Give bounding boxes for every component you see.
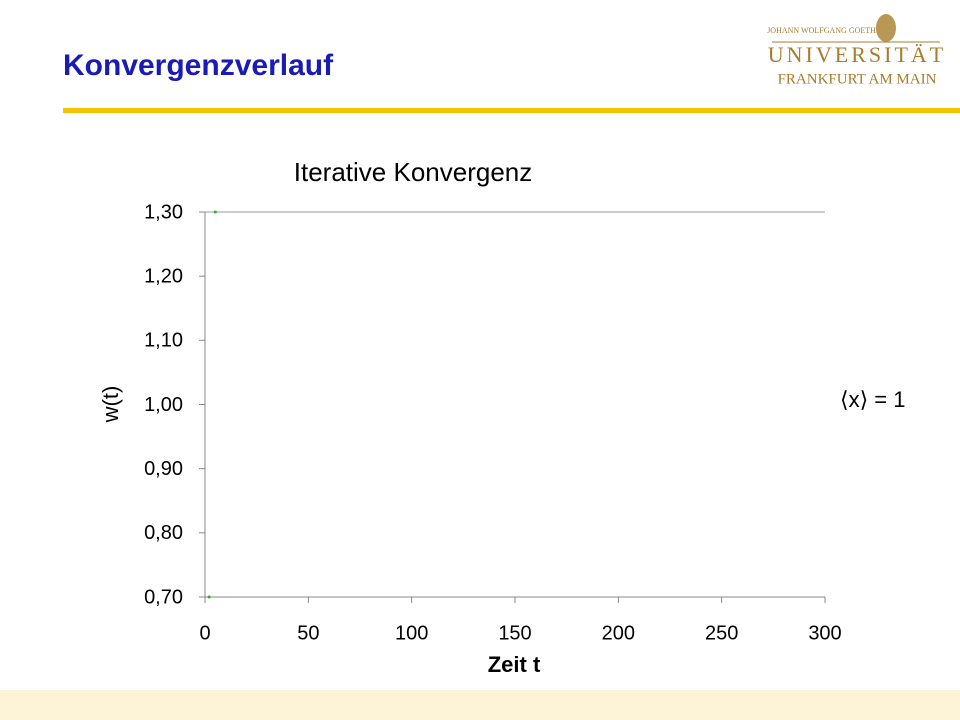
x-tick-label: 100	[395, 622, 428, 644]
y-tick-label: 0,80	[144, 522, 183, 544]
footer-band	[0, 690, 960, 720]
x-tick-label: 0	[199, 622, 210, 644]
y-tick-label: 0,90	[144, 458, 183, 480]
logo-line: JOHANN WOLFGANG GOETHE	[767, 26, 881, 35]
data-point	[213, 210, 217, 214]
chart-title: Iterative Konvergenz	[294, 157, 532, 187]
y-tick-label: 1,20	[144, 265, 183, 287]
y-tick-label: 1,00	[144, 394, 183, 416]
title-rule	[63, 108, 960, 113]
x-tick-label: 250	[705, 622, 738, 644]
logo-line: FRANKFURT AM MAIN	[778, 71, 937, 87]
x-tick-label: 150	[498, 622, 531, 644]
y-tick-label: 0,70	[144, 586, 183, 608]
logo-line: UNIVERSITÄT	[768, 42, 946, 67]
x-tick-label: 200	[602, 622, 635, 644]
x-tick-label: 50	[297, 622, 319, 644]
annotation: ⟨x⟩ = 1	[840, 387, 905, 412]
x-tick-label: 300	[808, 622, 841, 644]
logo: JOHANN WOLFGANG GOETHE UNIVERSITÄT FRANK…	[767, 14, 946, 87]
x-axis-label: Zeit t	[488, 652, 541, 677]
slide-title: Konvergenzverlauf	[63, 49, 334, 82]
y-tick-label: 1,30	[144, 201, 183, 223]
y-tick-label: 1,10	[144, 330, 183, 352]
data-point	[207, 595, 211, 599]
y-axis-label: w(t)	[98, 386, 123, 424]
logo-head	[876, 14, 896, 42]
